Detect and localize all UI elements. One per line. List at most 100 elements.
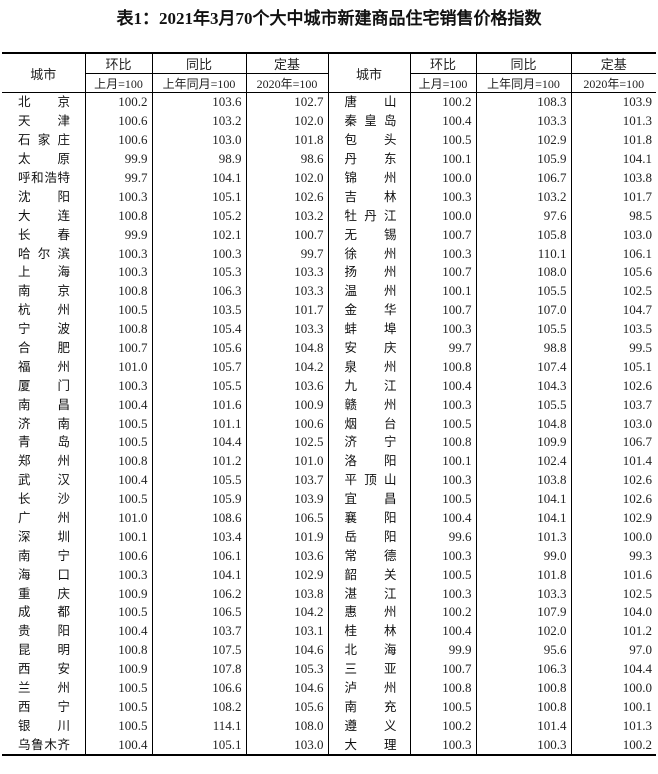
city-name: 韶关 bbox=[344, 566, 397, 582]
mom-value: 99.9 bbox=[84, 225, 152, 245]
table-row: 重庆 100.9 106.2 103.8 湛江 100.3 103.3 102.5 bbox=[2, 584, 656, 604]
mom-value: 100.0 bbox=[409, 206, 476, 226]
mom-value: 100.5 bbox=[84, 300, 152, 320]
yoy-value: 95.6 bbox=[475, 640, 571, 660]
yoy-value: 103.2 bbox=[151, 111, 246, 131]
city-name: 兰州 bbox=[18, 680, 70, 696]
city-name: 赣州 bbox=[344, 396, 397, 412]
mom-value: 100.5 bbox=[409, 697, 476, 717]
city-cell: 南昌 bbox=[2, 395, 85, 414]
city-name: 西安 bbox=[18, 661, 70, 677]
table-row: 成都 100.5 106.5 104.2 惠州 100.2 107.9 104.0 bbox=[2, 603, 656, 622]
base-value: 105.6 bbox=[570, 263, 656, 282]
city-cell: 上海 bbox=[2, 263, 85, 282]
base-value: 103.3 bbox=[245, 281, 328, 301]
city-cell: 九江 bbox=[327, 376, 410, 396]
mom-value: 100.8 bbox=[409, 678, 476, 698]
yoy-value: 106.7 bbox=[475, 168, 571, 188]
yoy-value: 106.6 bbox=[151, 678, 246, 698]
base-value: 102.5 bbox=[570, 281, 656, 301]
header-yoy: 同比 bbox=[151, 53, 247, 74]
mom-value: 100.1 bbox=[409, 451, 476, 471]
mom-value: 100.5 bbox=[84, 716, 152, 736]
mom-value: 100.8 bbox=[84, 319, 152, 339]
yoy-value: 105.7 bbox=[151, 357, 246, 377]
city-cell: 西宁 bbox=[2, 698, 85, 717]
city-cell: 徐州 bbox=[327, 244, 410, 264]
header-yoy: 同比 bbox=[475, 53, 572, 74]
yoy-value: 103.5 bbox=[151, 300, 246, 320]
yoy-value: 101.4 bbox=[475, 716, 571, 736]
city-name: 济南 bbox=[18, 415, 70, 431]
city-cell: 温州 bbox=[327, 281, 410, 301]
mom-value: 100.3 bbox=[409, 319, 476, 339]
yoy-value: 101.1 bbox=[151, 414, 246, 434]
yoy-value: 108.6 bbox=[151, 508, 246, 528]
table-row: 宁波 100.8 105.4 103.3 蚌埠 100.3 105.5 103.5 bbox=[2, 319, 656, 339]
city-name: 大理 bbox=[344, 736, 397, 752]
city-name: 金华 bbox=[344, 302, 397, 318]
mom-value: 100.3 bbox=[84, 263, 152, 282]
yoy-value: 104.1 bbox=[475, 508, 571, 528]
base-value: 106.1 bbox=[570, 244, 656, 264]
table-row: 北京 100.2 103.6 102.7 唐山 100.2 108.3 103.9 bbox=[2, 92, 656, 112]
base-value: 100.9 bbox=[245, 395, 328, 415]
city-cell: 沈阳 bbox=[2, 187, 85, 206]
base-value: 97.0 bbox=[570, 640, 656, 660]
city-cell: 泉州 bbox=[327, 357, 410, 377]
table-row: 海口 100.3 104.1 102.9 韶关 100.5 101.8 101.6 bbox=[2, 565, 656, 585]
mom-value: 100.9 bbox=[84, 584, 152, 604]
mom-value: 100.4 bbox=[84, 735, 152, 756]
city-cell: 南京 bbox=[2, 282, 85, 301]
table-row: 哈尔滨 100.3 100.3 99.7 徐州 100.3 110.1 106.1 bbox=[2, 244, 656, 264]
table-row: 杭州 100.5 103.5 101.7 金华 100.7 107.0 104.7 bbox=[2, 300, 656, 320]
city-name: 上海 bbox=[18, 264, 70, 280]
city-cell: 丹东 bbox=[327, 149, 410, 169]
yoy-value: 104.8 bbox=[475, 414, 571, 434]
base-value: 101.6 bbox=[570, 565, 656, 585]
city-name: 惠州 bbox=[344, 604, 397, 620]
yoy-value: 105.6 bbox=[151, 338, 246, 358]
city-name: 岳阳 bbox=[344, 528, 397, 544]
yoy-value: 97.6 bbox=[475, 206, 571, 226]
mom-value: 100.5 bbox=[409, 130, 476, 150]
base-value: 100.2 bbox=[570, 735, 656, 756]
city-cell: 吉林 bbox=[327, 187, 410, 207]
yoy-value: 100.8 bbox=[475, 697, 571, 717]
city-cell: 深圳 bbox=[2, 527, 85, 546]
table-row: 青岛 100.5 104.4 102.5 济宁 100.8 109.9 106.7 bbox=[2, 433, 656, 452]
table-row: 济南 100.5 101.1 100.6 烟台 100.5 104.8 103.0 bbox=[2, 414, 656, 434]
city-name: 银川 bbox=[18, 717, 70, 733]
yoy-value: 99.0 bbox=[475, 546, 571, 566]
city-cell: 惠州 bbox=[327, 603, 410, 622]
city-name: 天津 bbox=[18, 113, 70, 129]
yoy-value: 109.9 bbox=[475, 433, 571, 452]
yoy-value: 102.0 bbox=[475, 621, 571, 641]
mom-value: 100.0 bbox=[409, 168, 476, 188]
mom-value: 100.5 bbox=[409, 414, 476, 434]
city-name: 南宁 bbox=[18, 547, 70, 563]
city-name: 长沙 bbox=[18, 491, 70, 507]
mom-value: 100.6 bbox=[84, 111, 152, 131]
city-name: 南京 bbox=[18, 283, 70, 299]
mom-value: 99.7 bbox=[409, 338, 476, 358]
city-cell: 武汉 bbox=[2, 471, 85, 490]
base-value: 101.7 bbox=[245, 300, 328, 320]
mom-value: 101.0 bbox=[84, 508, 152, 528]
city-cell: 长沙 bbox=[2, 490, 85, 509]
city-name: 常德 bbox=[344, 547, 397, 563]
city-name: 九江 bbox=[344, 377, 397, 393]
header-base: 定基 bbox=[570, 53, 656, 74]
base-value: 101.4 bbox=[570, 451, 656, 471]
base-value: 104.6 bbox=[245, 640, 328, 660]
base-value: 103.9 bbox=[245, 489, 328, 509]
city-name: 哈尔滨 bbox=[18, 245, 70, 261]
city-cell: 泸州 bbox=[327, 678, 410, 698]
city-cell: 青岛 bbox=[2, 433, 85, 452]
yoy-value: 103.6 bbox=[151, 92, 246, 112]
table-row: 太原 99.9 98.9 98.6 丹东 100.1 105.9 104.1 bbox=[2, 149, 656, 169]
mom-value: 100.4 bbox=[84, 395, 152, 415]
yoy-value: 103.3 bbox=[475, 584, 571, 604]
city-name: 洛阳 bbox=[344, 453, 397, 469]
city-cell: 包头 bbox=[327, 130, 410, 150]
